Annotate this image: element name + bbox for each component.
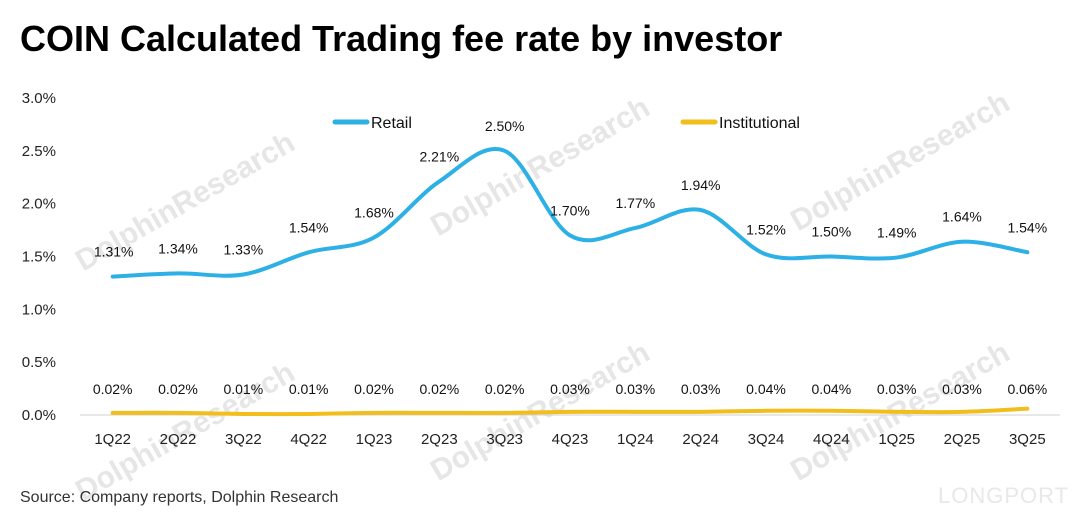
retail-data-label: 1.54% bbox=[1007, 219, 1047, 235]
retail-data-label: 2.50% bbox=[485, 118, 525, 134]
axis-layer: 0.0% 0.5% 1.0% 1.5% 2.0% 2.5% 3.0% 1Q22 2Q22 3Q22… bbox=[22, 90, 1060, 448]
institutional-data-label: 0.02% bbox=[354, 381, 394, 397]
y-tick-label: 0.0% bbox=[22, 407, 56, 424]
y-tick-label: 1.0% bbox=[22, 301, 56, 318]
x-tick-label: 2Q25 bbox=[944, 431, 981, 448]
x-tick-label: 1Q25 bbox=[878, 431, 915, 448]
x-tick-label: 4Q22 bbox=[290, 431, 327, 448]
x-tick-label: 1Q22 bbox=[94, 431, 131, 448]
retail-series-line bbox=[110, 147, 1030, 279]
retail-data-label: 1.49% bbox=[877, 225, 917, 241]
legend: Retail Institutional bbox=[332, 115, 800, 132]
watermark-layer: DolphinResearch DolphinResearch DolphinRes… bbox=[70, 86, 1015, 508]
institutional-data-label: 0.03% bbox=[681, 381, 721, 397]
retail-data-label: 1.70% bbox=[550, 202, 590, 218]
retail-data-label: 1.52% bbox=[746, 221, 786, 237]
y-tick-label: 0.5% bbox=[22, 354, 56, 371]
institutional-data-label: 0.01% bbox=[223, 381, 263, 397]
institutional-data-label: 0.02% bbox=[419, 381, 459, 397]
x-tick-label: 2Q24 bbox=[682, 431, 719, 448]
retail-data-label: 1.77% bbox=[615, 195, 655, 211]
series-layer bbox=[110, 147, 1030, 417]
institutional-data-label: 0.02% bbox=[158, 381, 198, 397]
chart-title: COIN Calculated Trading fee rate by inve… bbox=[20, 18, 783, 59]
x-tick-label: 1Q23 bbox=[356, 431, 393, 448]
institutional-data-label: 0.04% bbox=[746, 381, 786, 397]
y-tick-label: 1.5% bbox=[22, 249, 56, 266]
institutional-data-label: 0.03% bbox=[550, 381, 590, 397]
x-tick-label: 4Q24 bbox=[813, 431, 850, 448]
retail-data-label: 1.31% bbox=[94, 244, 134, 260]
institutional-data-label: 0.03% bbox=[615, 381, 655, 397]
x-tick-label: 2Q23 bbox=[421, 431, 458, 448]
x-tick-label: 3Q24 bbox=[748, 431, 785, 448]
x-tick-label: 3Q23 bbox=[486, 431, 523, 448]
x-tick-label: 3Q25 bbox=[1009, 431, 1046, 448]
institutional-data-label: 0.02% bbox=[93, 381, 133, 397]
x-tick-label: 2Q22 bbox=[160, 431, 197, 448]
x-tick-label: 3Q22 bbox=[225, 431, 262, 448]
source-note: Source: Company reports, Dolphin Researc… bbox=[20, 489, 339, 506]
retail-data-label: 1.68% bbox=[354, 204, 394, 220]
institutional-data-label: 0.01% bbox=[289, 381, 329, 397]
institutional-data-label: 0.03% bbox=[877, 381, 917, 397]
x-tick-label: 4Q23 bbox=[552, 431, 589, 448]
institutional-data-label: 0.02% bbox=[485, 381, 525, 397]
retail-data-label: 1.34% bbox=[158, 240, 198, 256]
retail-data-label: 1.64% bbox=[942, 209, 982, 225]
retail-data-label: 1.50% bbox=[811, 224, 851, 240]
y-tick-label: 2.0% bbox=[22, 196, 56, 213]
x-tick-label: 1Q24 bbox=[617, 431, 654, 448]
retail-legend-label: Retail bbox=[371, 115, 412, 132]
institutional-data-label: 0.06% bbox=[1007, 381, 1047, 397]
brand-logo: LONGPORT bbox=[938, 483, 1070, 508]
label-layer: 1.31% 1.34% 1.33% 1.54% 1.68% 2.21% 2.50% 1.70%… bbox=[93, 118, 1047, 397]
retail-data-label: 2.21% bbox=[419, 148, 459, 164]
institutional-data-label: 0.04% bbox=[811, 381, 851, 397]
y-tick-label: 3.0% bbox=[22, 90, 56, 107]
institutional-data-label: 0.03% bbox=[942, 381, 982, 397]
retail-data-label: 1.54% bbox=[289, 219, 329, 235]
retail-data-label: 1.94% bbox=[681, 177, 721, 193]
retail-data-label: 1.33% bbox=[223, 241, 263, 257]
y-tick-label: 2.5% bbox=[22, 143, 56, 160]
institutional-legend-label: Institutional bbox=[719, 115, 800, 132]
